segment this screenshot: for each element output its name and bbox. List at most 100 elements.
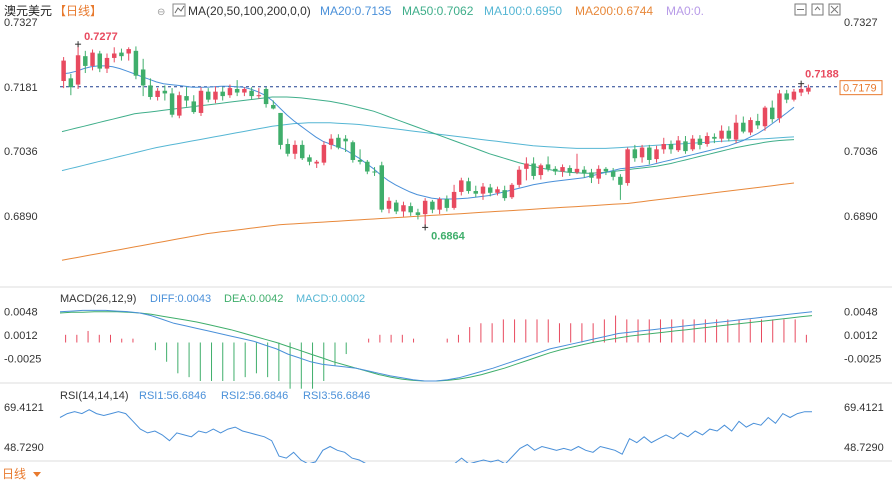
expand-icon[interactable]: [811, 3, 824, 16]
candle: [278, 112, 283, 145]
candle: [480, 186, 486, 194]
candle: [365, 161, 370, 172]
ma-legend-item: MA200:0.6744: [575, 4, 653, 18]
candle: [668, 144, 674, 150]
candle: [263, 88, 269, 105]
macd-y-tick: 0.0012: [4, 330, 38, 342]
period-selector[interactable]: 日线: [2, 467, 26, 481]
candle: [126, 49, 131, 54]
candle: [299, 144, 305, 159]
candle: [75, 55, 81, 85]
candle: [466, 181, 471, 192]
macd-y-tick-right: 0.0012: [844, 330, 878, 342]
candle: [769, 107, 775, 120]
candle: [625, 149, 630, 184]
ma-legend-item: MA20:0.7135: [320, 4, 392, 18]
candle: [336, 137, 341, 148]
candle: [343, 138, 348, 142]
candle: [748, 120, 753, 133]
macd-y-tick-right: 0.0048: [844, 307, 878, 319]
macd-diff-label: DIFF:0.0043: [150, 293, 211, 305]
candle: [227, 88, 233, 96]
macd-y-tick-right: -0.0025: [844, 354, 881, 366]
ma20-line: [61, 65, 795, 200]
candle: [524, 163, 529, 169]
collapse-icon[interactable]: ⊖: [157, 7, 165, 18]
candle: [184, 96, 189, 101]
candle: [393, 202, 399, 212]
candle: [285, 144, 291, 154]
diff-line: [59, 309, 813, 382]
rsi-y-tick: 48.7290: [4, 442, 44, 454]
candle: [777, 93, 782, 119]
candle: [177, 95, 182, 116]
candle: [415, 212, 421, 215]
rsi-y-tick: 69.4121: [4, 402, 44, 414]
candle: [111, 53, 117, 58]
candle: [242, 88, 247, 93]
candle: [798, 88, 804, 93]
current-price-label: 0.7179: [843, 83, 877, 95]
candle: [437, 199, 442, 210]
chevron-down-icon[interactable]: [33, 472, 41, 477]
candle: [647, 147, 652, 160]
rsi1-label: RSI1:56.6846: [139, 390, 206, 402]
candle: [350, 142, 356, 160]
candle: [574, 168, 580, 173]
candle: [97, 53, 103, 69]
indicator-icon[interactable]: [172, 3, 186, 17]
candle: [531, 163, 536, 176]
candle: [639, 147, 645, 158]
low-annotation: 0.6864: [431, 230, 466, 242]
candle: [741, 122, 746, 132]
candle: [379, 165, 385, 210]
ma-params-label: MA(20,50,100,200,0,0): [188, 4, 311, 18]
candle: [213, 91, 218, 100]
candle: [119, 52, 124, 57]
candle: [459, 180, 464, 192]
macd-params-label: MACD(26,12,9): [60, 293, 136, 305]
rsi-y-tick-right: 69.4121: [844, 402, 884, 414]
ma-legend-item: MA50:0.7062: [402, 4, 474, 18]
candle: [690, 138, 695, 150]
period-label[interactable]: 【日线】: [54, 4, 102, 18]
ma50-line: [61, 96, 795, 174]
candle: [133, 50, 139, 76]
macd-y-tick: 0.0048: [4, 307, 38, 319]
candle: [249, 90, 254, 97]
rsi2-label: RSI2:56.6846: [221, 390, 288, 402]
candle: [271, 104, 276, 109]
candle: [567, 167, 573, 173]
candle: [148, 85, 153, 97]
settings-icon[interactable]: [794, 3, 807, 16]
dea-line: [59, 311, 813, 382]
candle: [560, 167, 565, 172]
candle: [545, 164, 551, 169]
candle: [596, 168, 601, 179]
rsi-y-tick-right: 48.7290: [844, 442, 884, 454]
y-tick-label: 0.6890: [4, 211, 38, 223]
candle: [755, 120, 761, 126]
recent-high-annotation: 0.7188: [805, 69, 839, 81]
rsi-panel: RSI(14,14,14) RSI1:56.6846 RSI2:56.6846 …: [4, 390, 884, 477]
rsi3-label: RSI3:56.6846: [303, 390, 370, 402]
ma-legend-item: MA0:0.: [666, 4, 704, 18]
candle: [68, 78, 74, 88]
candle: [603, 168, 609, 172]
candle: [618, 176, 623, 185]
candle: [661, 144, 667, 150]
candle: [589, 172, 594, 178]
candle: [697, 138, 703, 145]
candle: [90, 52, 95, 66]
rsi-params-label: RSI(14,14,14): [60, 390, 128, 402]
candle: [191, 101, 197, 113]
candle: [61, 60, 66, 82]
close-icon[interactable]: [828, 3, 841, 16]
candle: [386, 200, 392, 209]
candle: [553, 168, 558, 172]
candle: [487, 187, 493, 193]
ma200-line: [61, 182, 795, 261]
candle: [704, 136, 710, 145]
candle: [654, 149, 659, 160]
